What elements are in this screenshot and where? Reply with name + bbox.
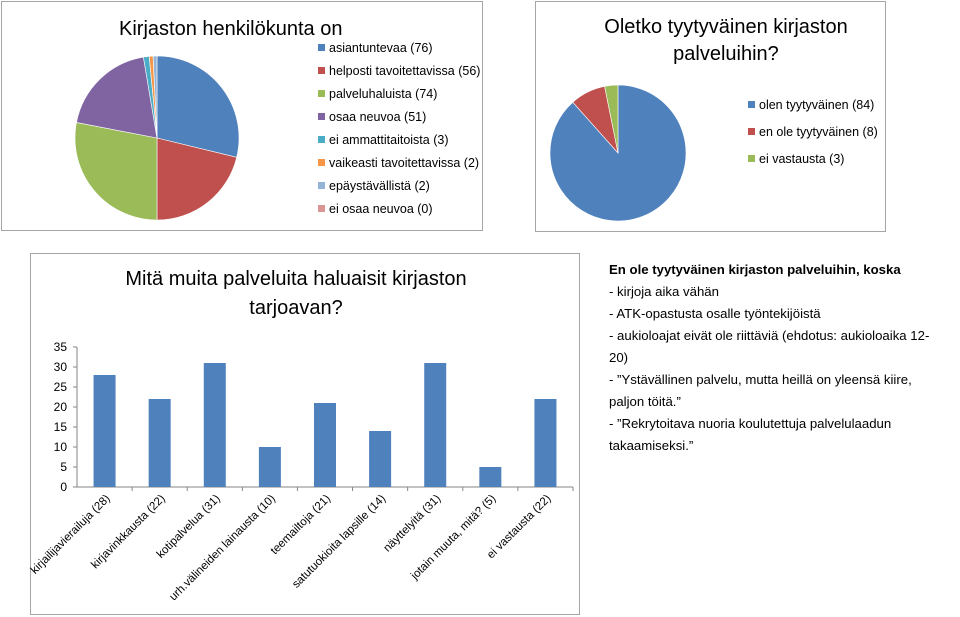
x-tick-label: urh.välineiden lainausta (10) (167, 493, 278, 604)
pie-slice-3 (76, 56, 158, 139)
legend-label-2: palveluhaluista (74) (329, 87, 437, 101)
y-tick-labels: 0 5 10 15 20 25 30 35 (54, 340, 77, 494)
legend-swatch-2 (748, 155, 755, 162)
y-tick-label: 25 (54, 380, 68, 394)
legend: olen tyytyväinen (84) en ole tyytyväinen … (748, 98, 878, 166)
legend-label-0: olen tyytyväinen (84) (759, 98, 874, 112)
x-tick-labels: kirjailijavierailuja (28)kirjavinkkausta… (29, 487, 574, 604)
pie-slice-2 (74, 122, 158, 221)
comment-line: - aukioloajat eivät ole riittäviä (ehdot… (609, 328, 930, 343)
bar-3 (258, 447, 281, 487)
bar-1 (148, 399, 171, 487)
legend-label-7: ei osaa neuvoa (0) (329, 202, 433, 216)
comments-title: En ole tyytyväinen kirjaston palveluihin… (609, 262, 901, 277)
y-tick-label: 0 (60, 480, 67, 494)
y-tick-label: 5 (60, 460, 67, 474)
bar-8 (534, 399, 557, 487)
legend-swatch-5 (318, 159, 325, 166)
chart-title-line-1: Mitä muita palveluita haluaisit kirjasto… (125, 268, 466, 290)
comment-line: takaamiseksi.” (609, 438, 694, 453)
bar-5 (369, 431, 392, 487)
y-tick-label: 35 (54, 340, 68, 354)
pie-slices (549, 84, 687, 222)
comment-line: - ”Ystävällinen palvelu, mutta heillä on… (609, 372, 912, 387)
legend-swatch-1 (318, 67, 325, 74)
bar-4 (314, 403, 336, 487)
y-tick-label: 15 (54, 420, 68, 434)
chart-title-line-2: tarjoavan? (249, 297, 342, 319)
chart-staff-pie: Kirjaston henkilökunta on asiantuntevaa … (74, 18, 480, 221)
comment-line: - ”Rekrytoitava nuoria koulutettuja palv… (609, 416, 892, 431)
chart-satisfaction-pie: Oletko tyytyväinen kirjaston palveluihin… (549, 16, 878, 222)
legend-label-6: epäystävällistä (2) (329, 179, 430, 193)
bar-6 (424, 363, 447, 487)
legend-label-5: vaikeasti tavoitettavissa (2) (329, 156, 479, 170)
y-tick-label: 10 (54, 440, 68, 454)
legend-swatch-6 (318, 182, 325, 189)
bar-7 (479, 467, 502, 487)
chart-staff-pie-panel: Kirjaston henkilökunta on asiantuntevaa … (1, 1, 483, 231)
comment-line: - kirjoja aika vähän (609, 284, 719, 299)
pie-slice-0 (156, 55, 240, 158)
chart-satisfaction-pie-panel: Oletko tyytyväinen kirjaston palveluihin… (535, 1, 886, 232)
legend-swatch-7 (318, 205, 325, 212)
y-tick-label: 30 (54, 360, 68, 374)
pie-slice-2 (604, 84, 619, 154)
bars (93, 363, 557, 487)
bar-2 (203, 363, 226, 487)
comments-text-block: En ole tyytyväinen kirjaston palveluihin… (609, 259, 959, 457)
legend-swatch-0 (748, 101, 755, 108)
chart-title-line-2: palveluihin? (673, 43, 779, 65)
comment-line: paljon töitä.” (609, 394, 681, 409)
legend-swatch-4 (318, 136, 325, 143)
legend-label-1: helposti tavoitettavissa (56) (329, 64, 480, 78)
y-tick-label: 20 (54, 400, 68, 414)
chart-services-bar: Mitä muita palveluita haluaisit kirjasto… (29, 268, 574, 604)
legend-label-3: osaa neuvoa (51) (329, 110, 426, 124)
chart-services-bar-panel: Mitä muita palveluita haluaisit kirjasto… (29, 253, 580, 615)
chart-title-line-1: Oletko tyytyväinen kirjaston (604, 16, 847, 38)
legend-swatch-3 (318, 113, 325, 120)
legend-swatch-0 (318, 44, 325, 51)
legend-label-4: ei ammattitaitoista (3) (329, 133, 448, 147)
legend: asiantuntevaa (76) helposti tavoitettavis… (318, 41, 480, 216)
pie-slice-6 (152, 55, 158, 139)
bar-0 (93, 375, 116, 487)
legend-label-0: asiantuntevaa (76) (329, 41, 433, 55)
comment-line: 20) (609, 350, 629, 365)
pie-slices (74, 55, 240, 221)
legend-label-2: ei vastausta (3) (759, 152, 844, 166)
pie-slice-1 (156, 137, 238, 221)
x-tick-label: näyttelyitä (31) (382, 493, 444, 555)
chart-title: Kirjaston henkilökunta on (119, 18, 342, 40)
legend-swatch-1 (748, 128, 755, 135)
legend-swatch-2 (318, 90, 325, 97)
x-tick-label: satutuokioita lapsille (14) (290, 493, 388, 591)
comment-line: - ATK-opastusta osalle työntekijöistä (609, 306, 821, 321)
legend-label-1: en ole tyytyväinen (8) (759, 125, 878, 139)
